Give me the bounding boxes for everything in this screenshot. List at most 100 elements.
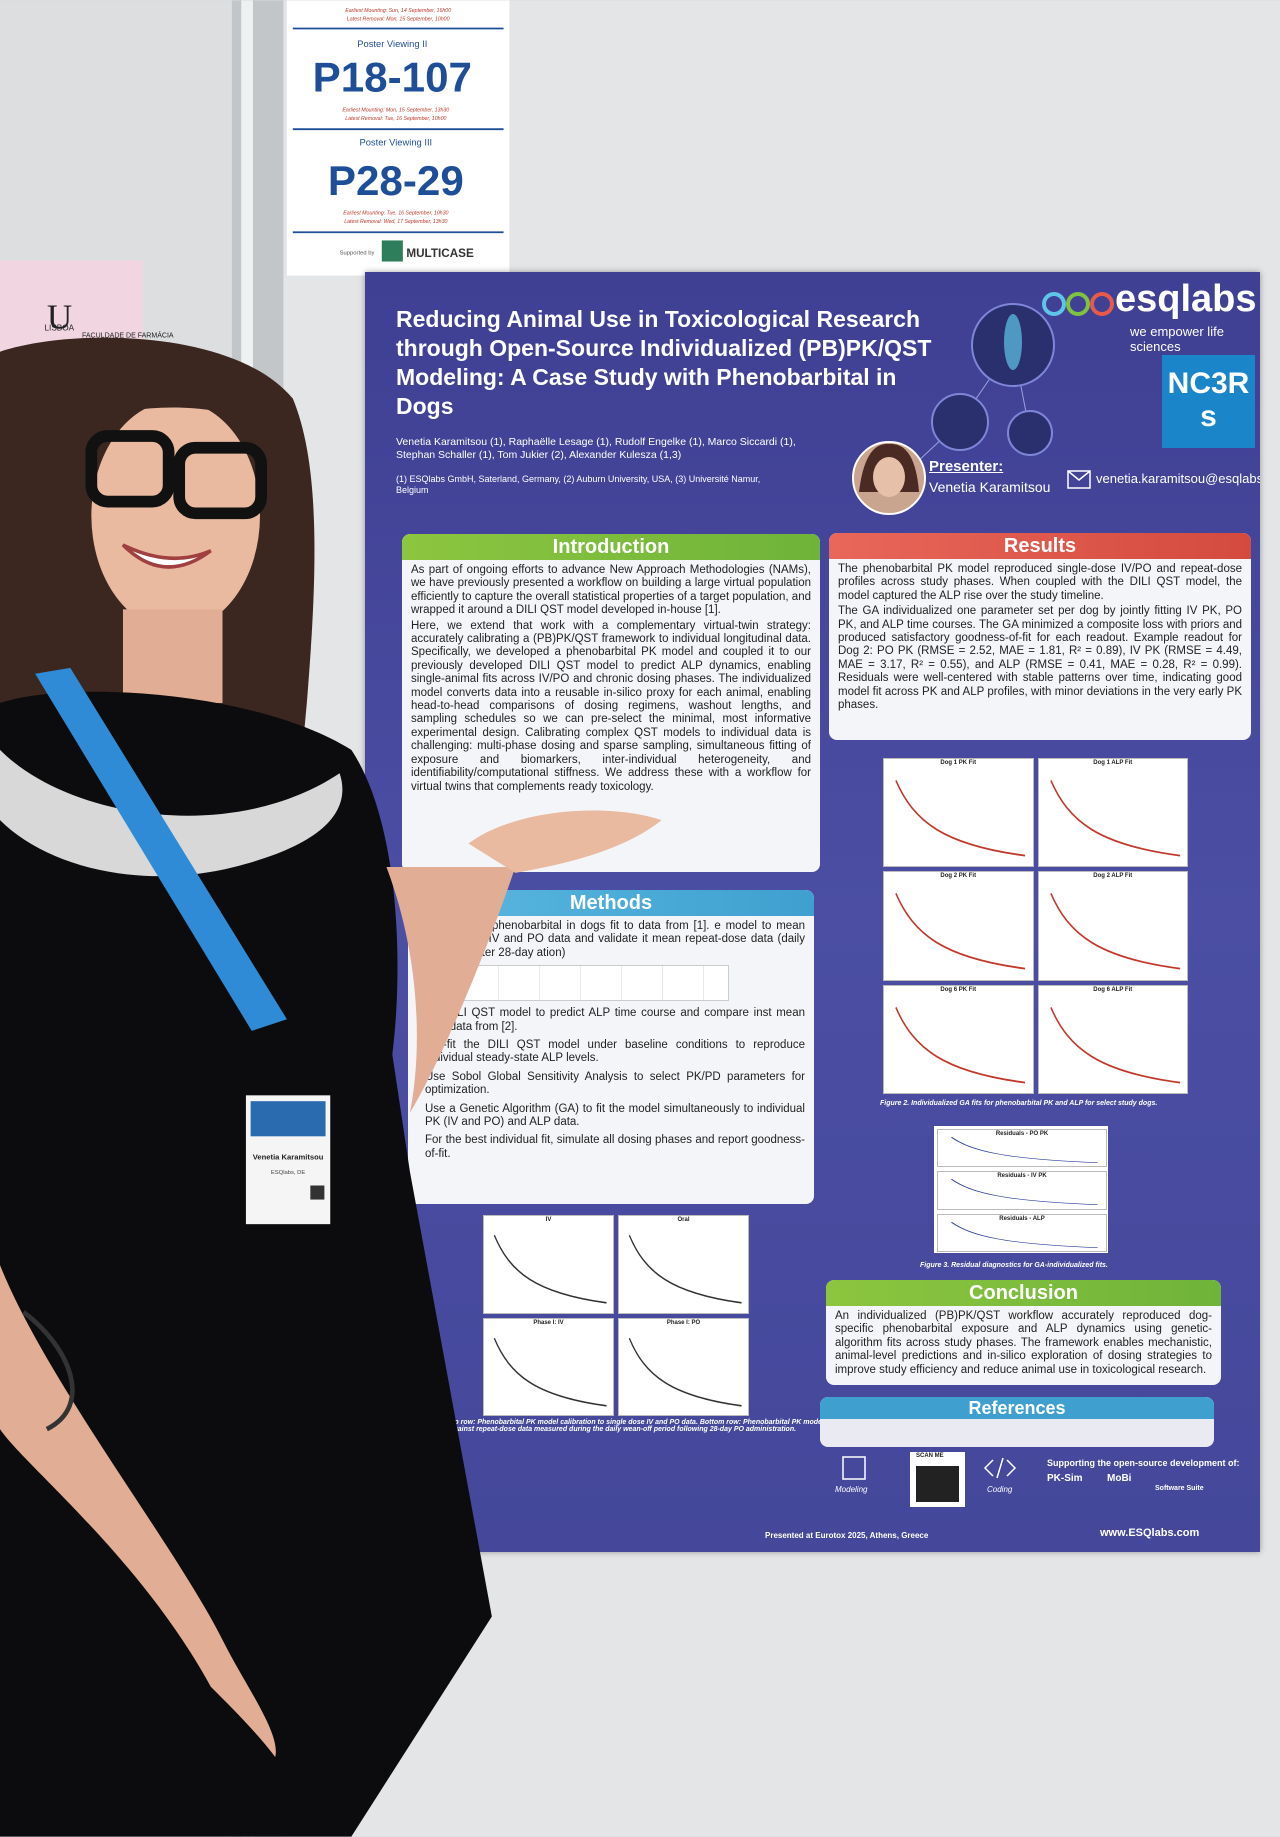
plot-drawing [1049,893,1180,970]
footer-web: www.ESQlabs.com [1100,1527,1200,1539]
plot: Phase I: IV [483,1317,614,1416]
logo-u: U [47,297,72,336]
footer-icons [842,1452,1017,1507]
method-step: Pre-fit the DILI QST model under baselin… [425,1039,805,1065]
plot-curve [628,1337,742,1407]
section-heading: Introduction [402,534,820,560]
icon-heart [931,393,989,451]
icon-figure [1004,314,1022,370]
sign-line: Latest Removal: Mon, 15 September, 10h00 [347,16,450,22]
plot: IV [483,1215,614,1314]
ring [1042,292,1066,316]
paragraph: As part of ongoing efforts to advance Ne… [411,564,811,617]
plot-title: Dog 6 ALP Fit [1093,986,1133,993]
plot-title: Dog 6 PK Fit [940,986,977,993]
methods-text: K model for phenobarbital in dogs fit to… [408,916,814,1170]
plot: Residuals - ALP [937,1213,1107,1252]
figure-caption: Figure 2. Individualized GA fits for phe… [880,1100,1158,1107]
figure-caption: Figure 3. Residual diagnostics for GA-in… [920,1262,1108,1269]
sign [286,0,510,276]
plot-curve [950,1179,1098,1206]
plot-title: Phase I: PO [666,1319,701,1326]
plot-curve [950,1137,1098,1163]
figure-3: Residuals - PO PK Residuals - IV PK Residu… [934,1126,1108,1253]
sign-sponsor: MULTICASE [406,247,474,260]
plot-curve [950,1221,1098,1248]
brand: esqlabs [1115,278,1257,320]
paragraph: Here, we extend that work with a complem… [411,619,811,793]
plot-curve [1049,1006,1180,1084]
poster-title: Reducing Animal Use in Toxicological Res… [396,306,932,419]
plot: Dog 2 ALP Fit [1037,871,1188,981]
results-box: Results The phenobarbital PK model repro… [829,533,1251,740]
icon-dna [1007,410,1053,456]
email-flap [1067,470,1091,481]
section-heading: References [820,1397,1214,1419]
footer-label: SCAN ME [916,1453,944,1459]
plot-drawing [895,893,1026,970]
plot-curve [895,893,1026,970]
method-step: the DILI QST model to predict ALP time c… [425,1007,805,1033]
paragraph: The GA individualized one parameter set … [838,605,1242,712]
plot-drawing [628,1337,742,1407]
plot-drawing [950,1137,1098,1163]
plot-title: Residuals - PO PK [995,1131,1049,1137]
left-faculdade: FACULDADE DE FARMÁCIA [82,331,174,340]
plot-curve [493,1234,607,1304]
sign-line: Earliest Mounting: Tue, 16 September, 10… [343,211,448,217]
plot-drawing [493,1337,607,1407]
left-lisboa: LISBOA [45,324,75,333]
plot-title: Residuals - IV PK [997,1173,1047,1180]
sign-line: Earliest Mounting: Sun, 14 September, 16… [345,8,451,14]
modeling-icon [842,1456,866,1480]
intro-box: Introduction As part of ongoing efforts … [402,534,820,872]
section-heading: Results [829,533,1251,559]
affiliations: (1) ESQlabs GmbH, Saterland, Germany, (2… [396,474,761,495]
presenter-label: Presenter: [929,458,1004,475]
plot-drawing [1049,1006,1180,1084]
method-step: For the best individual fit, simulate al… [425,1134,805,1160]
plot: Phase I: PO [618,1317,749,1416]
figure-2: Dog 1 PK Fit Dog 1 ALP Fit Dog 2 PK Fit Dog… [880,755,1189,1095]
footer-support: Supporting the open-source development o… [1047,1458,1240,1468]
plot-title: Dog 2 PK Fit [940,873,977,880]
logo-rings [1042,292,1114,316]
plot: Oral [618,1215,749,1314]
footer-brand: PK-Sim [1047,1473,1083,1484]
plot-title: Dog 2 ALP Fit [1093,873,1133,880]
plot-title: Phase I: IV [533,1319,564,1326]
plot: Dog 1 ALP Fit [1037,758,1188,868]
footer-label: Coding [987,1485,1013,1494]
plot-drawing [895,1006,1026,1084]
plot: Dog 2 PK Fit [883,871,1034,981]
method-step: Use a Genetic Algorithm (GA) to fit the … [425,1102,805,1129]
plot-drawing [493,1234,607,1304]
presenter-face [873,457,905,497]
dosing-table [457,965,729,1002]
pillar-highlight [241,0,253,1837]
plot-curve [895,780,1026,857]
plot-drawing [1049,780,1180,857]
presenter-name: Venetia Karamitsou [929,479,1051,495]
plot: Dog 1 PK Fit [883,758,1034,868]
figure-1: IV Oral Phase I: IV Phase I: PO [480,1212,750,1417]
sign-line: Earliest Mounting: Mon, 15 September, 13… [342,108,449,114]
email-frame [1067,470,1091,489]
conclusion-box: Conclusion An individualized (PB)PK/QST … [826,1280,1221,1385]
intro-text: As part of ongoing efforts to advance Ne… [402,560,820,800]
sign-code: P28-29 [328,157,464,204]
plot-curve [895,1006,1026,1084]
icon-network [852,303,1055,515]
email: venetia.karamitsou@esqlabs.com [1096,471,1260,486]
plot-title: Dog 1 ALP Fit [1093,760,1133,766]
plot: Residuals - PO PK [937,1129,1107,1168]
pillar [231,0,284,1837]
references-box: References [820,1397,1214,1447]
plot-curve [1049,893,1180,970]
nc3rs-logo: NC3Rs [1162,355,1255,448]
plot-title: Residuals - ALP [999,1215,1045,1222]
ring [1066,292,1090,316]
plot-drawing [950,1221,1098,1248]
section-heading: Methods [408,890,814,916]
